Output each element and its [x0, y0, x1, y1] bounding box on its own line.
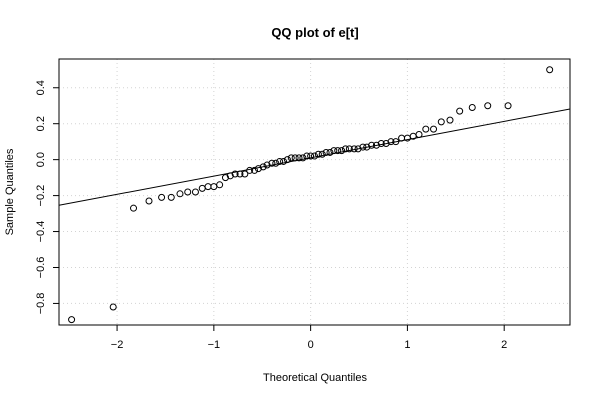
- plot-frame: [58, 58, 571, 326]
- data-point: [68, 316, 76, 324]
- data-point: [430, 125, 438, 133]
- data-point: [338, 147, 346, 155]
- data-point: [167, 193, 175, 201]
- data-point: [311, 152, 318, 160]
- x-tick-label: −1: [208, 339, 221, 351]
- x-tick-label: 2: [501, 339, 507, 351]
- data-point: [363, 143, 371, 151]
- data-point: [295, 154, 303, 162]
- data-point: [221, 174, 229, 182]
- data-point: [387, 138, 395, 146]
- data-point: [130, 204, 138, 212]
- data-point: [246, 166, 254, 174]
- data-point: [359, 143, 367, 151]
- data-point: [287, 154, 295, 162]
- reference-line: [58, 108, 571, 206]
- data-point: [236, 170, 244, 178]
- data-point: [109, 303, 117, 311]
- data-point: [216, 181, 224, 189]
- data-point: [268, 159, 276, 167]
- data-point: [158, 193, 166, 201]
- data-point: [322, 148, 330, 156]
- data-point: [354, 145, 362, 153]
- data-point: [204, 183, 212, 191]
- points-layer: [68, 66, 554, 324]
- data-point: [176, 190, 184, 198]
- data-point: [382, 139, 390, 147]
- data-point: [145, 197, 153, 205]
- data-point: [484, 102, 492, 110]
- data-point: [226, 172, 234, 180]
- y-tick-label: −0.4: [35, 221, 47, 243]
- data-point: [250, 166, 258, 174]
- data-point: [330, 147, 338, 155]
- y-tick-label: −0.8: [35, 293, 47, 315]
- data-point: [398, 134, 406, 142]
- data-point: [283, 156, 291, 164]
- y-axis: −0.8 −0.6 −0.4 −0.2 0.0 0.2 0.4: [35, 80, 59, 314]
- data-point: [368, 141, 376, 149]
- data-point: [263, 161, 271, 169]
- y-tick-label: 0.0: [35, 152, 47, 167]
- data-point: [318, 150, 326, 158]
- data-point: [372, 141, 380, 149]
- data-point: [241, 170, 249, 178]
- data-point: [341, 145, 349, 153]
- x-tick-label: 1: [404, 339, 410, 351]
- y-tick-label: 0.4: [35, 80, 47, 95]
- data-point: [334, 147, 342, 155]
- data-point: [272, 159, 280, 167]
- data-point: [456, 107, 464, 115]
- data-point: [437, 118, 445, 126]
- data-point: [350, 145, 358, 153]
- y-tick-label: −0.6: [35, 257, 47, 279]
- x-axis: −2 −1 0 1 2: [111, 325, 507, 351]
- x-axis-label: Theoretical Quantiles: [263, 372, 367, 384]
- y-axis-label: Sample Quantiles: [4, 148, 16, 235]
- x-tick-label: −2: [111, 339, 124, 351]
- data-point: [254, 165, 262, 173]
- data-point: [259, 163, 267, 171]
- data-point: [345, 145, 353, 153]
- data-point: [446, 116, 454, 124]
- data-point: [546, 66, 554, 74]
- data-point: [504, 102, 512, 110]
- data-point: [303, 152, 311, 160]
- x-tick-label: 0: [308, 339, 314, 351]
- data-point: [184, 188, 192, 196]
- grid: [59, 59, 570, 325]
- data-point: [276, 157, 284, 165]
- data-point: [198, 184, 206, 192]
- reference-line-layer: [58, 108, 571, 206]
- data-point: [392, 138, 400, 146]
- data-point: [280, 157, 288, 165]
- data-point: [314, 150, 322, 158]
- data-point: [291, 154, 299, 162]
- data-point: [231, 170, 239, 178]
- data-point: [210, 183, 218, 191]
- data-point: [191, 188, 199, 196]
- data-point: [415, 130, 423, 138]
- data-point: [326, 148, 334, 156]
- chart-title: QQ plot of e[t]: [271, 25, 358, 40]
- y-tick-label: −0.2: [35, 185, 47, 207]
- data-point: [422, 125, 430, 133]
- y-tick-label: 0.2: [35, 116, 47, 131]
- data-point: [307, 152, 315, 160]
- data-point: [468, 104, 476, 112]
- data-point: [299, 154, 307, 162]
- data-point: [377, 139, 385, 147]
